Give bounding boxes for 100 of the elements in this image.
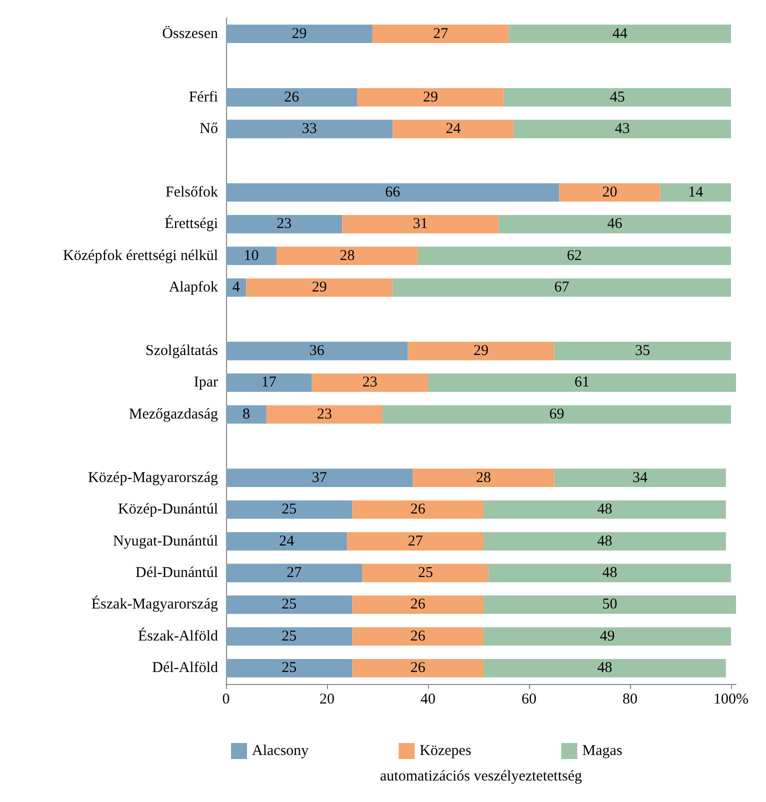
y-tick-label: Közép-Dunántúl xyxy=(118,502,218,518)
x-tick-label: 80 xyxy=(622,692,638,708)
data-label: 24 xyxy=(279,533,295,550)
data-label: 20 xyxy=(602,184,618,200)
bar xyxy=(276,246,418,266)
data-label: 17 xyxy=(261,374,277,391)
bar xyxy=(352,627,484,646)
bar xyxy=(352,500,484,519)
data-label: 28 xyxy=(340,248,355,264)
data-label: 27 xyxy=(286,565,302,581)
data-label: 23 xyxy=(362,374,378,391)
bar xyxy=(226,246,276,266)
bar xyxy=(226,532,348,550)
data-label: 25 xyxy=(282,628,297,644)
bar xyxy=(488,564,731,582)
bar xyxy=(484,532,726,550)
data-label: 27 xyxy=(408,533,424,550)
bar xyxy=(226,342,408,360)
bar xyxy=(484,658,726,678)
x-tick-label: 0 xyxy=(222,692,230,708)
data-label: 29 xyxy=(292,26,307,42)
bar xyxy=(660,183,731,202)
bar xyxy=(382,405,731,424)
y-tick-label: Összesen xyxy=(162,24,218,42)
data-label: 24 xyxy=(446,121,462,137)
data-label: 48 xyxy=(597,660,612,676)
legend-label: Közepes xyxy=(420,743,472,759)
data-label: 31 xyxy=(412,216,428,232)
data-label: 25 xyxy=(282,596,297,613)
data-label: 28 xyxy=(476,470,492,486)
bar xyxy=(226,658,352,678)
bar xyxy=(226,500,352,519)
bar xyxy=(514,120,731,138)
bar xyxy=(226,88,358,106)
data-label: 67 xyxy=(554,280,570,296)
data-label: 62 xyxy=(566,248,582,264)
data-label: 37 xyxy=(312,470,328,486)
data-label: 4 xyxy=(232,280,240,296)
x-tick-label: 20 xyxy=(319,692,334,708)
bar xyxy=(508,24,731,44)
y-tick-label: Alapfok xyxy=(168,280,218,296)
x-axis-title: automatizációs veszélyeztetettség xyxy=(380,768,582,784)
data-label: 48 xyxy=(597,502,612,518)
data-label: 49 xyxy=(600,628,615,644)
bar xyxy=(226,405,266,424)
bar xyxy=(362,564,489,582)
bar xyxy=(226,596,352,614)
data-label: 29 xyxy=(312,280,327,296)
data-label: 25 xyxy=(418,565,433,581)
bar xyxy=(554,342,731,360)
x-tick-label: 100% xyxy=(713,692,748,708)
y-tick-label: Középfok érettségi nélkül xyxy=(63,248,218,264)
data-label: 44 xyxy=(612,26,628,42)
bar xyxy=(372,24,509,44)
data-label: 26 xyxy=(410,660,426,676)
data-label: 14 xyxy=(688,184,704,200)
data-label: 46 xyxy=(607,216,623,232)
x-tick-label: 60 xyxy=(521,692,536,708)
data-label: 8 xyxy=(242,406,250,422)
bar xyxy=(312,374,428,392)
bar xyxy=(504,88,731,106)
bar xyxy=(559,183,660,202)
bar xyxy=(226,627,352,646)
bar xyxy=(226,468,413,488)
bar xyxy=(418,246,731,266)
bar xyxy=(347,532,484,550)
y-tick-label: Férfi xyxy=(188,89,218,106)
bar xyxy=(226,278,246,297)
data-label: 10 xyxy=(244,248,259,264)
data-label: 26 xyxy=(410,628,426,644)
bar xyxy=(498,214,731,234)
y-tick-label: Észak-Alföld xyxy=(138,627,218,644)
bar xyxy=(484,627,731,646)
data-label: 34 xyxy=(632,470,648,486)
bar xyxy=(226,564,362,582)
x-tick-label: 40 xyxy=(420,692,436,708)
y-tick-label: Közép-Magyarország xyxy=(88,470,218,486)
data-label: 61 xyxy=(574,374,590,391)
bar xyxy=(352,596,484,614)
bar xyxy=(408,342,554,360)
data-label: 36 xyxy=(309,343,325,359)
bar xyxy=(392,120,514,138)
bar xyxy=(226,214,342,234)
data-label: 50 xyxy=(602,596,618,613)
bar xyxy=(412,468,554,488)
bar xyxy=(352,658,484,678)
data-label: 33 xyxy=(302,121,317,137)
data-label: 25 xyxy=(282,660,297,676)
bar xyxy=(342,214,499,234)
y-tick-label: Felsőfok xyxy=(166,184,218,200)
y-tick-label: Mezőgazdaság xyxy=(128,406,218,422)
legend-label: Alacsony xyxy=(252,743,310,759)
bar xyxy=(226,120,393,138)
y-tick-label: Nő xyxy=(200,121,218,137)
data-label: 26 xyxy=(410,596,426,613)
y-tick-label: Szolgáltatás xyxy=(146,343,218,359)
data-label: 29 xyxy=(474,343,488,359)
data-label: 27 xyxy=(433,26,449,42)
y-tick-label: Dél-Dunántúl xyxy=(136,565,218,581)
data-label: 43 xyxy=(614,121,630,137)
